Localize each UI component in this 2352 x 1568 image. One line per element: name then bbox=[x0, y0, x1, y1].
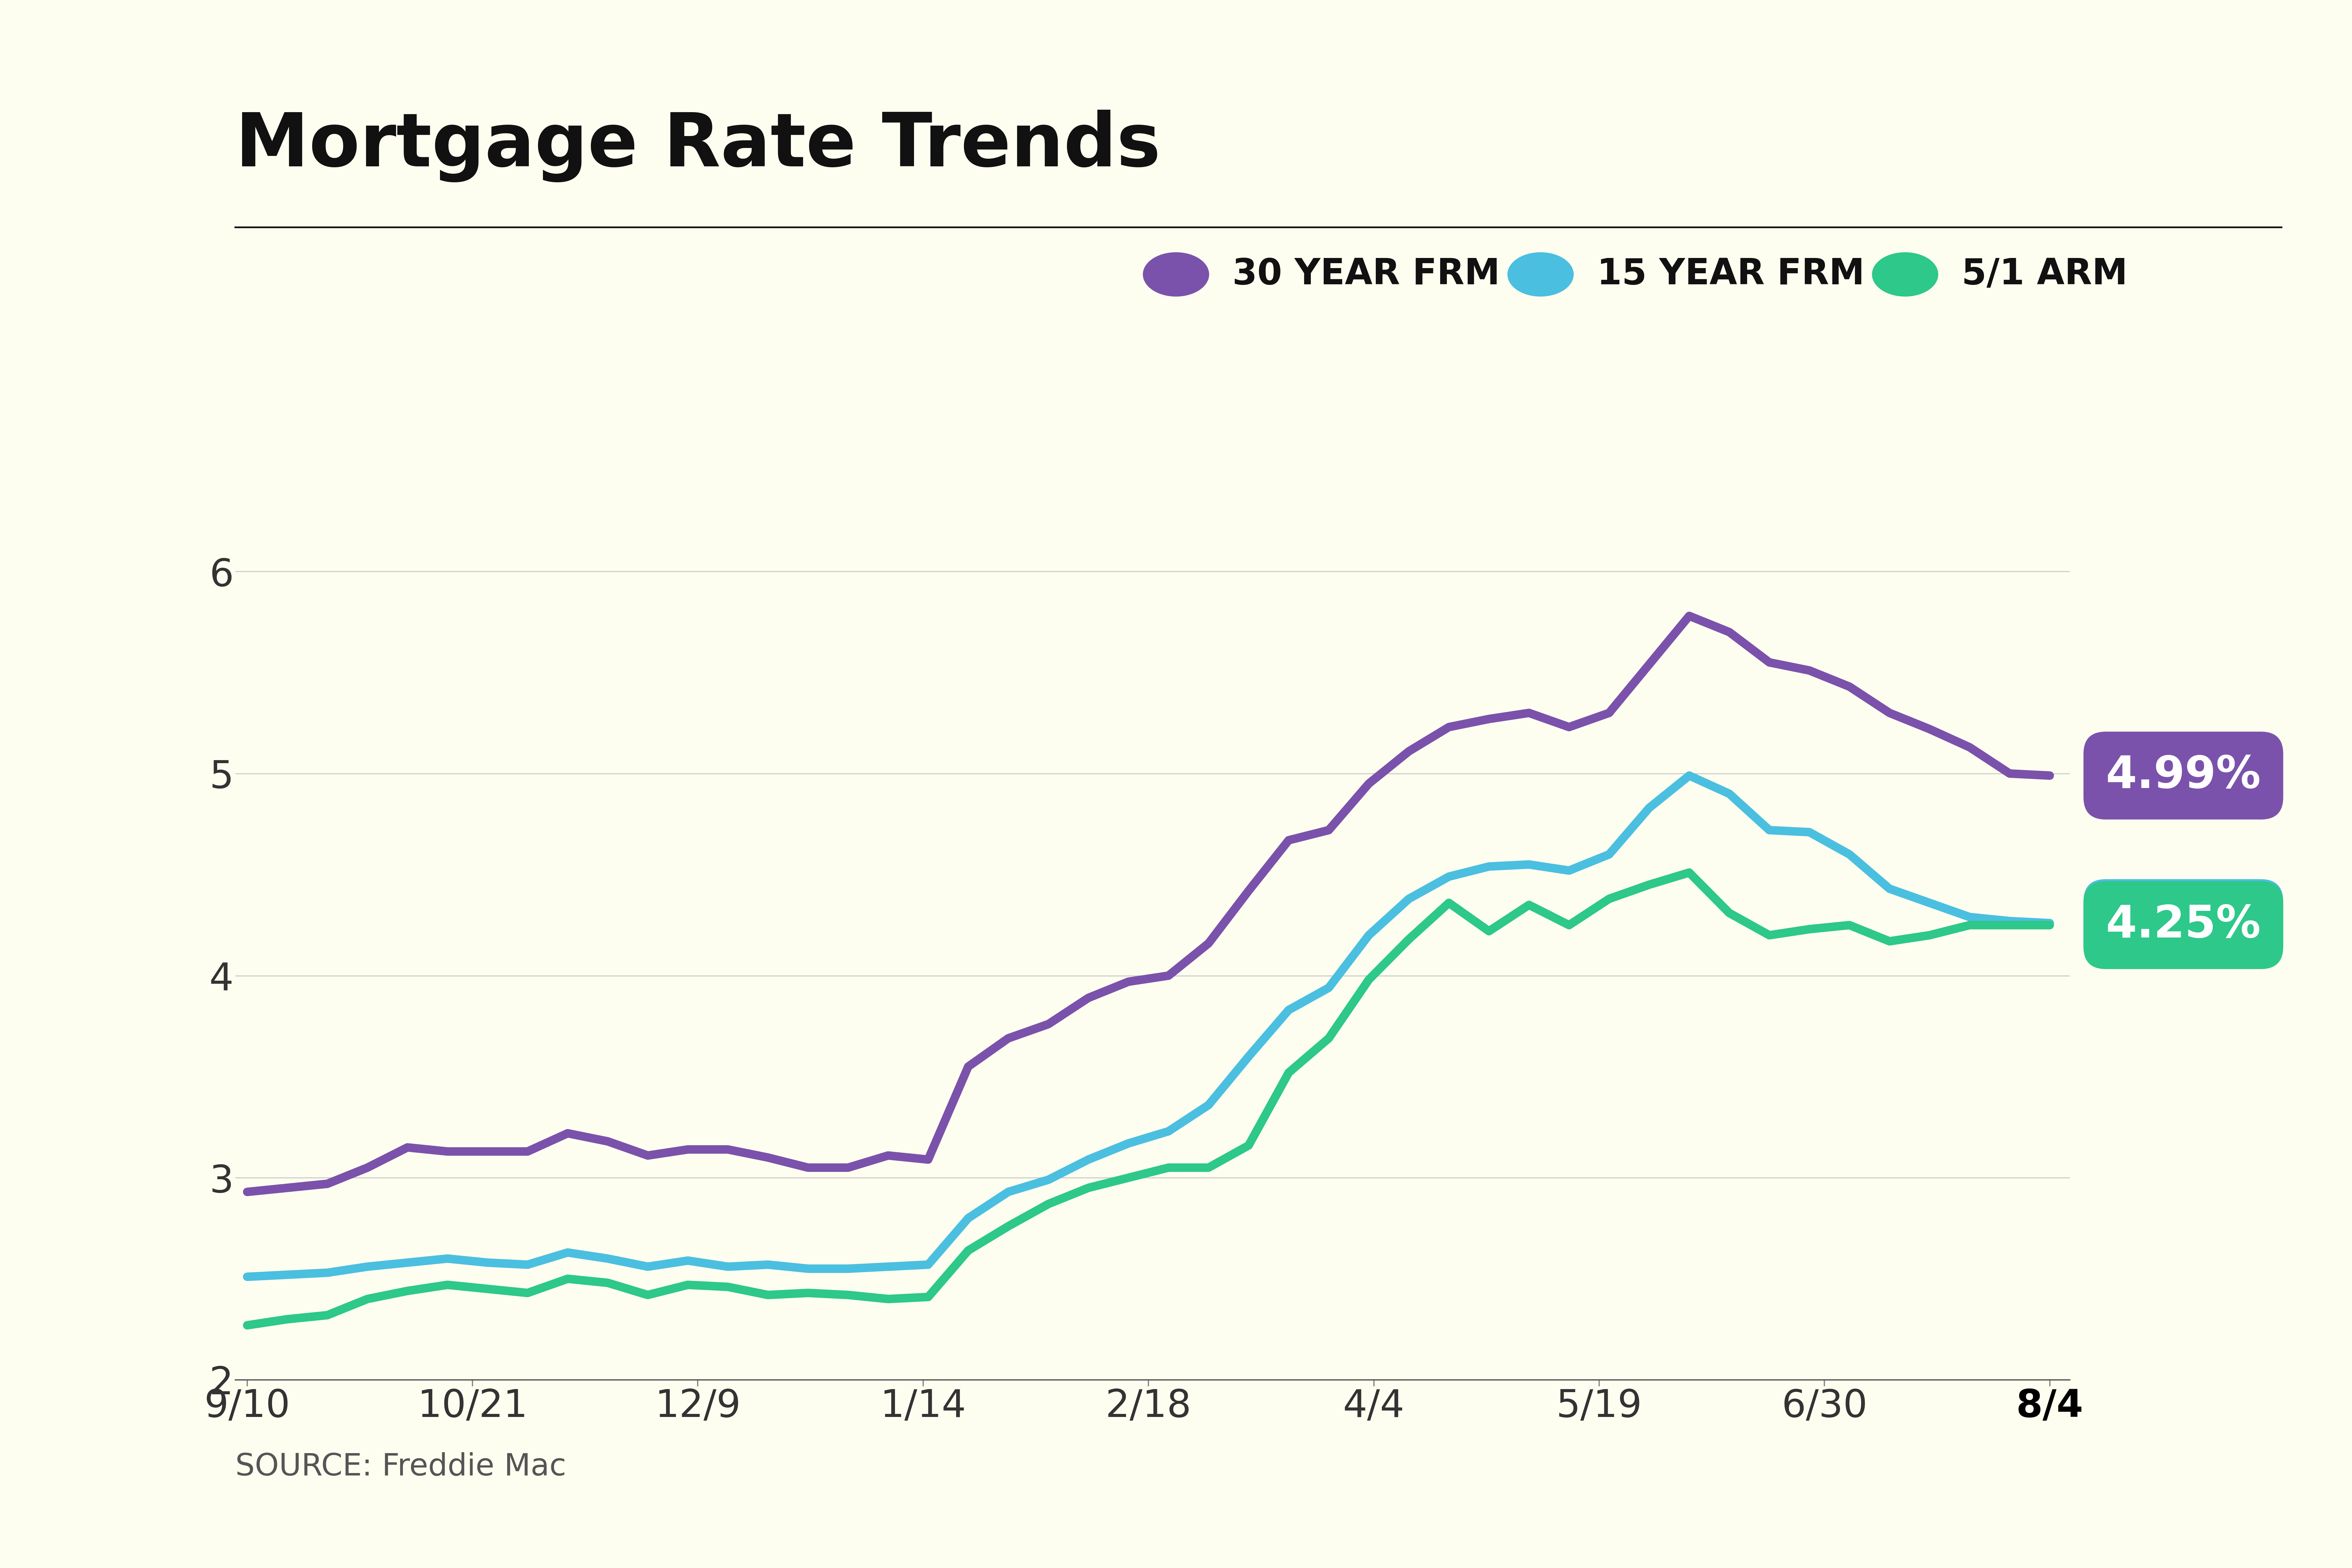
Text: SOURCE: Freddie Mac: SOURCE: Freddie Mac bbox=[235, 1452, 567, 1482]
Text: 4.99%: 4.99% bbox=[2105, 754, 2260, 797]
Text: 4.26%: 4.26% bbox=[2105, 902, 2260, 944]
Text: Mortgage Rate Trends: Mortgage Rate Trends bbox=[235, 110, 1160, 182]
Text: 30 YEAR FRM: 30 YEAR FRM bbox=[1232, 257, 1501, 292]
Text: 4.25%: 4.25% bbox=[2105, 903, 2260, 947]
Text: 5/1 ARM: 5/1 ARM bbox=[1962, 257, 2129, 292]
Text: 15 YEAR FRM: 15 YEAR FRM bbox=[1597, 257, 1865, 292]
